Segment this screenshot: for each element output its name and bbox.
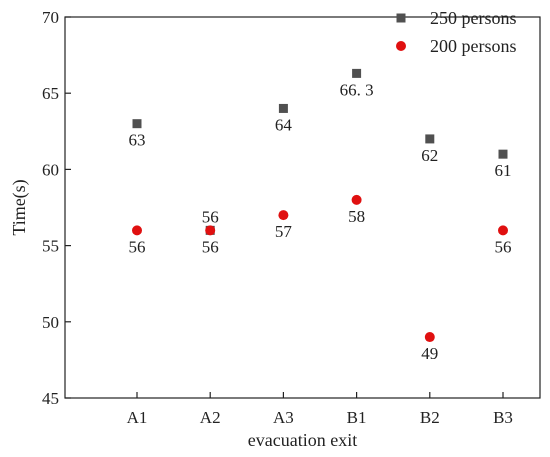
data-label: 57 [275, 222, 293, 241]
data-label: 49 [421, 344, 438, 363]
x-tick-label: B1 [347, 408, 367, 427]
legend-label: 250 persons [430, 8, 517, 28]
data-point-200-persons [278, 210, 289, 221]
data-point-200-persons [132, 225, 142, 236]
plot-frame [64, 16, 541, 399]
data-point-250-persons [425, 134, 435, 144]
data-point-250-persons [132, 119, 142, 129]
data-point-200-persons [424, 332, 435, 343]
data-label: 63 [129, 131, 146, 150]
data-point-250-persons [352, 68, 362, 78]
y-tick-label: 60 [42, 160, 59, 179]
legend-label: 200 persons [430, 36, 517, 56]
data-point-200-persons [351, 194, 362, 205]
data-label: 58 [348, 207, 365, 226]
data-label: 61 [495, 161, 512, 180]
data-label: 62 [421, 146, 438, 165]
legend-marker-200-persons [396, 41, 406, 51]
legend: 250 persons 200 persons [396, 8, 517, 56]
x-tick-label: A3 [273, 408, 294, 427]
data-label: 64 [275, 115, 293, 134]
x-tick-label: B2 [420, 408, 440, 427]
data-point-200-persons [498, 225, 508, 236]
y-axis-title: Time(s) [9, 179, 30, 235]
data-label: 56 [202, 207, 219, 226]
data-point-200-persons [205, 225, 216, 236]
x-tick-label: A2 [200, 408, 221, 427]
y-tick-label: 65 [42, 84, 59, 103]
data-point-250-persons [498, 149, 508, 159]
data-label: 56 [495, 237, 512, 256]
y-tick-label: 50 [42, 313, 59, 332]
marks: 63 56 64 66. 3 62 61 56 56 57 58 49 56 [129, 68, 512, 363]
y-tick-label: 70 [42, 8, 59, 27]
x-tick-label: A1 [127, 408, 148, 427]
data-label: 66. 3 [340, 80, 374, 99]
x-tick-label: B3 [493, 408, 513, 427]
legend-marker-250-persons [396, 13, 406, 23]
axes: 45 50 55 60 65 70 A1 A2 A3 B1 B2 B3 evacuation exit T… [9, 8, 541, 450]
y-tick-label: 45 [42, 389, 59, 408]
x-axis-title: evacuation exit [248, 430, 357, 450]
data-point-250-persons [278, 103, 288, 113]
data-label: 56 [202, 237, 219, 256]
data-label: 56 [129, 237, 146, 256]
y-tick-label: 55 [42, 237, 59, 256]
